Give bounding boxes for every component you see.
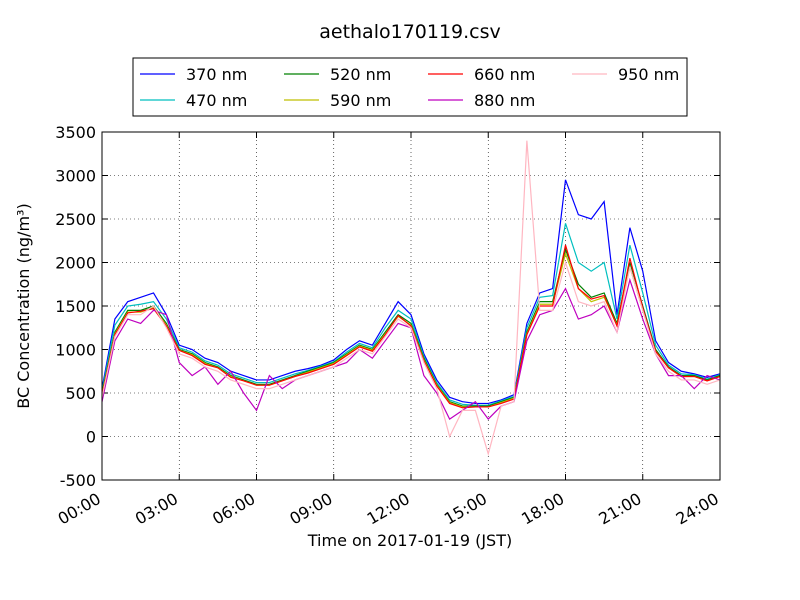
series-line: [102, 179, 720, 405]
legend-label: 590 nm: [330, 91, 391, 110]
y-tick-label: 500: [65, 384, 96, 403]
chart-title: aethalo170119.csv: [319, 21, 501, 43]
legend-label: 370 nm: [186, 65, 247, 84]
y-tick-label: 1000: [55, 341, 96, 360]
y-tick-label: 0: [86, 428, 96, 447]
plot-frame: [101, 131, 721, 481]
series-line: [102, 244, 720, 409]
legend-box: [132, 57, 688, 117]
legend-label: 660 nm: [474, 65, 535, 84]
series-line: [102, 223, 720, 406]
series-line: [102, 140, 720, 457]
y-tick-label: 2500: [55, 210, 96, 229]
legend-label: 880 nm: [474, 91, 535, 110]
legend-label: 520 nm: [330, 65, 391, 84]
legend-label: 470 nm: [186, 91, 247, 110]
x-axis-label: Time on 2017-01-19 (JST): [307, 531, 512, 550]
y-tick-label: 2000: [55, 254, 96, 273]
y-tick-label: 1500: [55, 297, 96, 316]
y-tick-label: 3000: [55, 167, 96, 186]
y-axis-label: BC Concentration (ng/m³): [14, 203, 33, 408]
y-tick-label: 3500: [55, 123, 96, 142]
legend-label: 950 nm: [618, 65, 679, 84]
y-tick-label: -500: [60, 471, 96, 490]
